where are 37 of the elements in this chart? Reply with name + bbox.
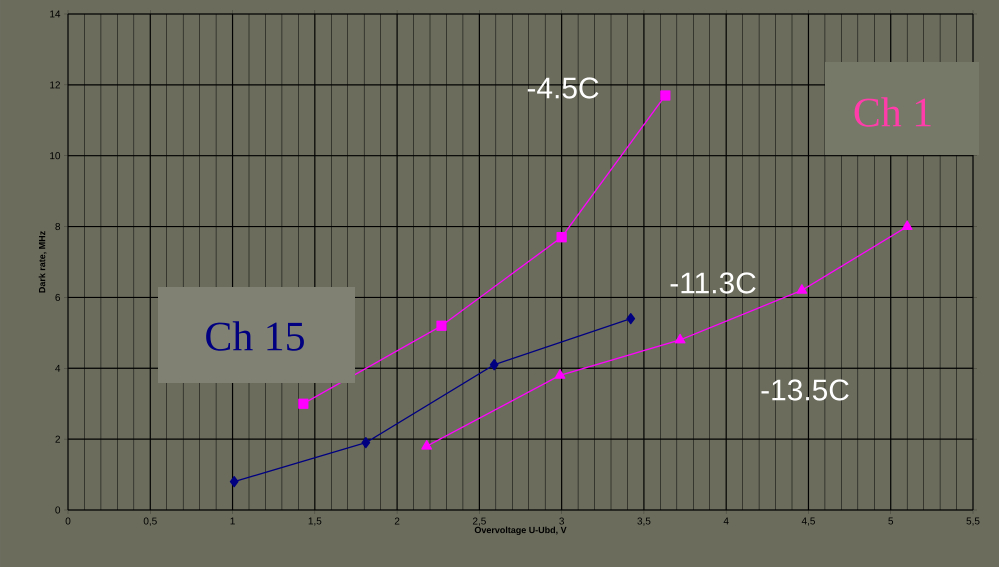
x-tick-label: 0 [66,518,70,525]
y-tick-label: 6 [55,294,60,301]
y-tick-label: 2 [55,436,60,443]
annotation: Ch 1 [854,97,931,127]
x-tick-label: 1,5 [308,518,322,526]
point [626,313,636,324]
x-tick-label: 4,5 [802,518,815,526]
point [298,398,308,409]
annotation: Ch 15 [206,321,304,351]
y-tick-label: 10 [50,152,60,160]
x-tick-label: 0,5 [144,518,157,526]
y-tick-label: 8 [55,223,60,230]
point [421,440,432,450]
x-tick-label: 1 [230,518,235,524]
x-tick-label: 2 [394,518,400,524]
y-tick-label: 4 [55,364,60,372]
point [674,334,686,344]
point [361,437,370,448]
point [490,359,499,370]
y-axis-title: Dark rate, MHz [38,231,47,293]
x-tick-label: 3,5 [637,518,650,526]
x-tick-label: 5,5 [966,518,980,526]
point [230,476,239,488]
point [660,90,670,101]
point [902,220,913,230]
point [796,284,808,294]
x-tick-label: 5 [888,518,894,524]
x-tick-label: 3 [559,518,564,525]
point [436,320,447,331]
y-tick-label: 12 [50,81,60,88]
x-axis-title: Overvoltage U-Ubd, V [474,526,567,535]
point [556,232,567,242]
x-tick-label: 2,5 [472,518,486,526]
y-tick-label: 14 [50,10,60,18]
y-tick-label: 0 [55,506,60,514]
x-tick-label: 4 [724,518,729,524]
point [554,369,566,379]
